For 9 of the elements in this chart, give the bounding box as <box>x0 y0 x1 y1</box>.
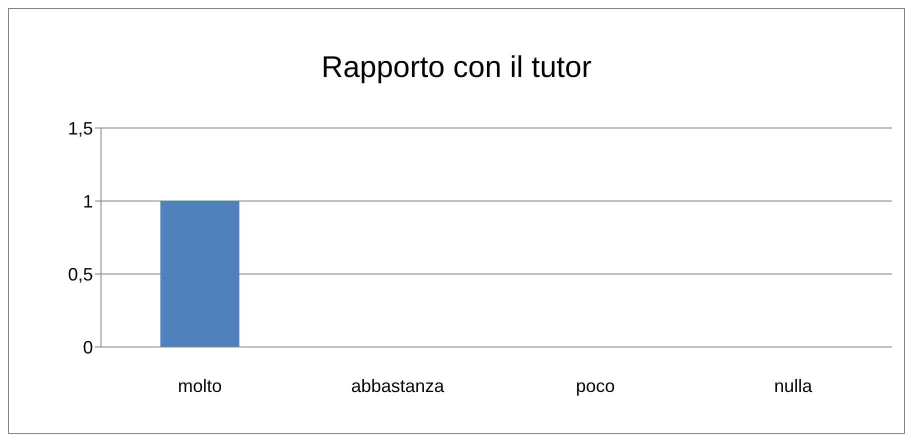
x-tick-label: nulla <box>774 376 814 396</box>
x-tick-label: abbastanza <box>351 376 446 396</box>
chart-title: Rapporto con il tutor <box>320 51 593 85</box>
x-tick-label: molto <box>178 376 222 396</box>
x-tick-label: poco <box>576 376 615 396</box>
y-tick-label: 0 <box>82 337 93 358</box>
y-tick-label: 1,5 <box>68 118 93 138</box>
y-tick-label: 0,5 <box>68 264 93 284</box>
y-tick-label: 1 <box>82 191 93 212</box>
